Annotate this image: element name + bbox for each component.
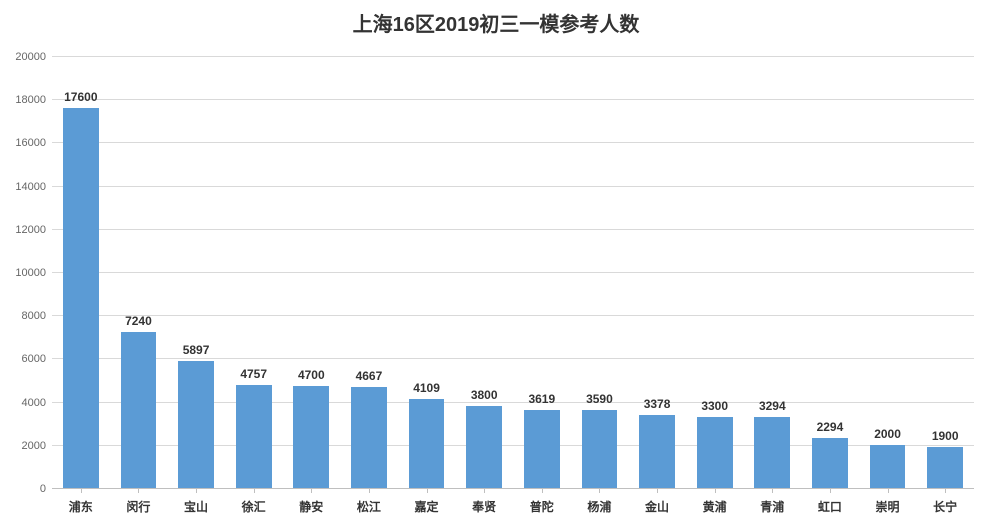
x-tick [715,488,716,493]
x-tick [945,488,946,493]
y-tick-label: 6000 [22,353,52,365]
y-tick-label: 0 [40,483,52,495]
value-label: 4109 [413,381,440,395]
value-label: 3590 [586,392,613,406]
x-tick-label: 金山 [645,498,669,515]
value-labels-layer: 17600 7240 5897 4757 4700 4667 4109 3800 3619 359… [52,56,974,488]
x-tick-label: 虹口 [818,498,842,515]
y-tick-label: 10000 [15,267,52,279]
value-label: 3800 [471,388,498,402]
y-tick-label: 4000 [22,397,52,409]
x-tick-label: 松江 [357,498,381,515]
x-tick [81,488,82,493]
x-tick-label: 静安 [299,498,323,515]
value-label: 3294 [759,399,786,413]
x-tick [888,488,889,493]
x-tick-label: 徐汇 [242,498,266,515]
x-tick-label: 青浦 [760,498,784,515]
x-tick-label: 奉贤 [472,498,496,515]
plot-area: 0200040006000800010000120001400016000180… [52,56,974,488]
value-label: 4757 [240,367,267,381]
x-tick-label: 普陀 [530,498,554,515]
value-label: 3300 [701,399,728,413]
y-tick-label: 14000 [15,181,52,193]
x-tick-label: 嘉定 [415,498,439,515]
value-label: 2294 [817,420,844,434]
value-label: 3378 [644,397,671,411]
y-tick-label: 20000 [15,51,52,63]
x-tick [254,488,255,493]
value-label: 4700 [298,368,325,382]
y-tick-label: 8000 [22,310,52,322]
x-tick [427,488,428,493]
value-label: 1900 [932,429,959,443]
x-tick-label: 长宁 [933,498,957,515]
value-label: 4667 [356,369,383,383]
x-axis-line [52,488,974,489]
x-tick [311,488,312,493]
x-tick [772,488,773,493]
x-tick-label: 崇明 [876,498,900,515]
x-tick-label: 杨浦 [587,498,611,515]
x-tick [599,488,600,493]
x-tick [369,488,370,493]
x-tick-label: 宝山 [184,498,208,515]
x-tick [196,488,197,493]
x-tick [138,488,139,493]
bar-chart: 上海16区2019初三一模参考人数 0200040006000800010000… [0,0,992,528]
x-tick [542,488,543,493]
value-label: 17600 [64,90,97,104]
value-label: 5897 [183,343,210,357]
y-tick-label: 2000 [22,440,52,452]
x-tick [657,488,658,493]
chart-title: 上海16区2019初三一模参考人数 [0,8,992,37]
y-tick-label: 16000 [15,137,52,149]
y-tick-label: 18000 [15,94,52,106]
x-axis-labels: 浦东 闵行 宝山 徐汇 静安 松江 嘉定 奉贤 普陀 杨浦 金山 黄浦 青浦 虹口 崇明 长宁 [52,492,974,522]
value-label: 2000 [874,427,901,441]
value-label: 7240 [125,314,152,328]
y-tick-label: 12000 [15,224,52,236]
x-tick [830,488,831,493]
value-label: 3619 [528,392,555,406]
x-tick-label: 浦东 [69,498,93,515]
x-tick-label: 闵行 [126,498,150,515]
x-tick-label: 黄浦 [703,498,727,515]
x-tick [484,488,485,493]
